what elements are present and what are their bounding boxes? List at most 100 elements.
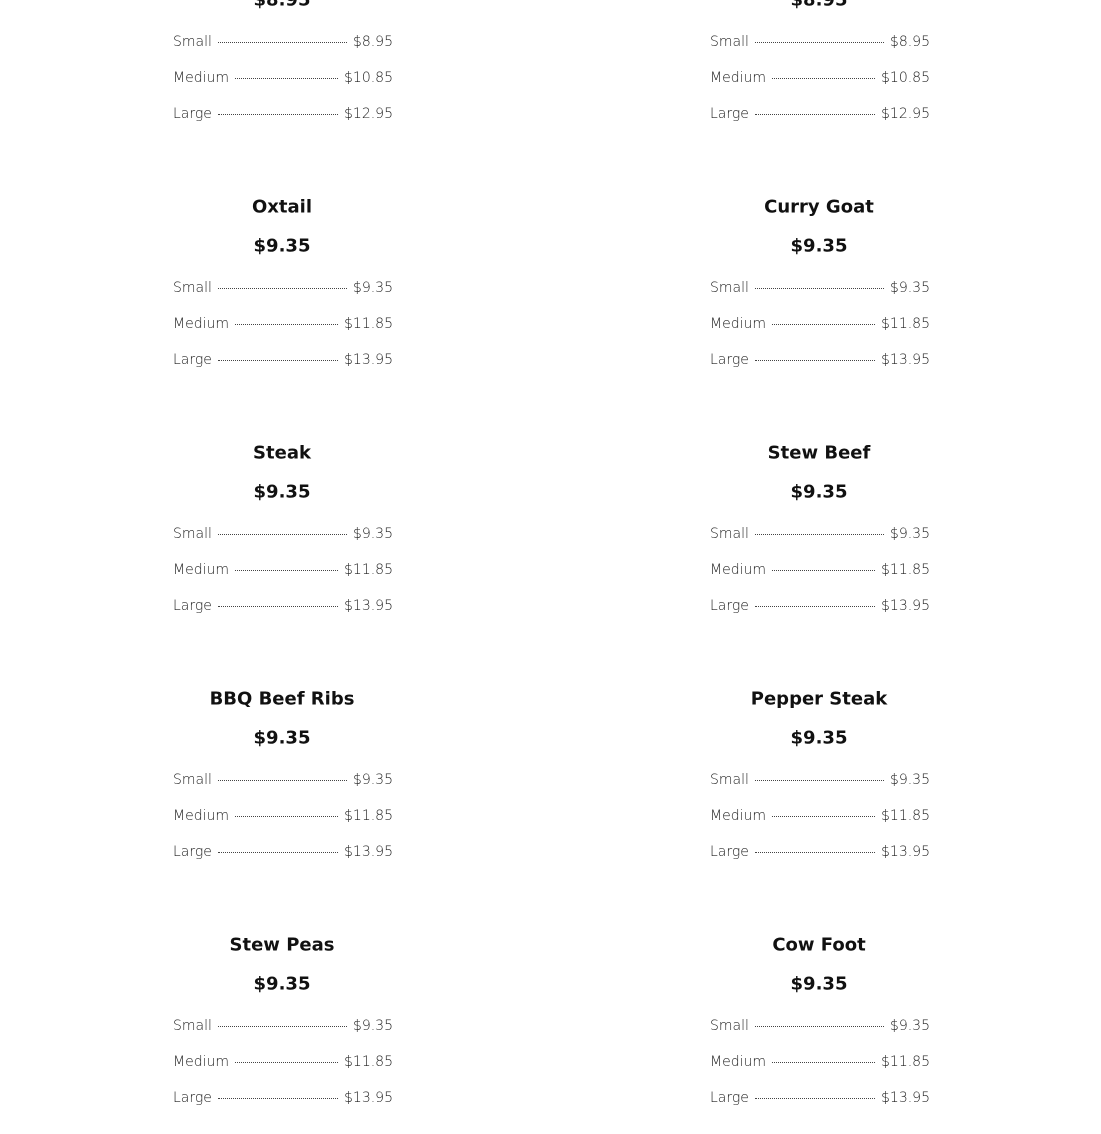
size-price: $9.35 — [352, 526, 393, 542]
size-row: Large $13.95 — [710, 598, 930, 614]
size-label: Medium — [710, 70, 766, 86]
dot-leader — [771, 816, 875, 817]
size-label: Large — [173, 844, 212, 860]
size-price: $12.95 — [881, 106, 930, 122]
size-price: $11.85 — [344, 1054, 393, 1070]
size-row: Small $9.35 — [710, 1018, 930, 1034]
size-price: $9.35 — [889, 1018, 930, 1034]
size-row: Small $9.35 — [173, 772, 393, 788]
item-price: $9.35 — [790, 235, 848, 257]
dot-leader — [234, 324, 338, 325]
size-row: Small $9.35 — [710, 526, 930, 542]
dot-leader — [217, 1026, 347, 1027]
size-label: Small — [710, 526, 749, 542]
size-price: $13.95 — [881, 1090, 930, 1106]
size-row: Medium $11.85 — [173, 562, 393, 578]
dot-leader — [234, 570, 338, 571]
size-label: Medium — [710, 562, 766, 578]
item-name: Oxtail — [251, 196, 312, 218]
size-row: Small $8.95 — [710, 34, 930, 50]
dot-leader — [771, 570, 875, 571]
size-label: Small — [710, 1018, 749, 1034]
size-price: $11.85 — [344, 808, 393, 824]
size-label: Small — [710, 280, 749, 296]
item-name: Pepper Steak — [750, 688, 888, 710]
dot-leader — [754, 780, 884, 781]
dot-leader — [771, 1062, 875, 1063]
size-label: Small — [173, 34, 212, 50]
item-price: $8.95 — [790, 0, 848, 11]
size-price: $11.85 — [344, 316, 393, 332]
item-name: Curry Goat — [764, 196, 874, 218]
item-name: Steak — [253, 442, 311, 464]
size-label: Medium — [710, 1054, 766, 1070]
size-price: $9.35 — [352, 280, 393, 296]
size-label: Small — [710, 772, 749, 788]
size-price: $13.95 — [344, 352, 393, 368]
size-price: $10.85 — [344, 70, 393, 86]
dot-leader — [217, 288, 347, 289]
size-row: Large $12.95 — [710, 106, 930, 122]
size-row: Large $13.95 — [173, 1090, 393, 1106]
size-label: Large — [173, 106, 212, 122]
size-price: $11.85 — [881, 316, 930, 332]
dot-leader — [217, 1098, 338, 1099]
dot-leader — [217, 534, 347, 535]
size-label: Small — [173, 772, 212, 788]
size-price: $13.95 — [881, 352, 930, 368]
size-row: Large $13.95 — [710, 1090, 930, 1106]
size-label: Large — [173, 1090, 212, 1106]
size-price: $9.35 — [352, 1018, 393, 1034]
item-name: Stew Peas — [229, 934, 335, 956]
size-row: Small $9.35 — [173, 1018, 393, 1034]
size-label: Small — [173, 1018, 212, 1034]
size-row: Medium $10.85 — [710, 70, 930, 86]
size-price: $12.95 — [344, 106, 393, 122]
dot-leader — [217, 360, 338, 361]
size-price: $8.95 — [889, 34, 930, 50]
size-label: Small — [710, 34, 749, 50]
size-price: $9.35 — [889, 772, 930, 788]
size-price: $11.85 — [881, 1054, 930, 1070]
size-label: Medium — [710, 316, 766, 332]
size-row: Small $9.35 — [173, 526, 393, 542]
size-price: $9.35 — [352, 772, 393, 788]
size-label: Small — [173, 526, 212, 542]
size-label: Large — [710, 1090, 749, 1106]
item-name: BBQ Beef Ribs — [209, 688, 355, 710]
size-label: Medium — [173, 808, 229, 824]
size-row: Small $9.35 — [173, 280, 393, 296]
size-label: Large — [173, 598, 212, 614]
size-price: $13.95 — [344, 844, 393, 860]
dot-leader — [234, 816, 338, 817]
size-row: Large $13.95 — [173, 352, 393, 368]
size-row: Medium $11.85 — [173, 1054, 393, 1070]
size-price: $13.95 — [344, 598, 393, 614]
size-price: $13.95 — [881, 598, 930, 614]
size-label: Large — [710, 106, 749, 122]
size-row: Large $13.95 — [173, 844, 393, 860]
item-price: $9.35 — [253, 235, 311, 257]
dot-leader — [754, 534, 884, 535]
dot-leader — [234, 78, 338, 79]
size-label: Medium — [173, 562, 229, 578]
size-label: Large — [173, 352, 212, 368]
size-label: Medium — [173, 1054, 229, 1070]
size-row: Small $8.95 — [173, 34, 393, 50]
size-label: Large — [710, 844, 749, 860]
item-price: $9.35 — [790, 727, 848, 749]
dot-leader — [771, 78, 875, 79]
item-price: $9.35 — [790, 481, 848, 503]
size-row: Medium $11.85 — [710, 808, 930, 824]
size-row: Medium $11.85 — [173, 808, 393, 824]
item-price: $9.35 — [790, 973, 848, 995]
dot-leader — [234, 1062, 338, 1063]
size-row: Large $13.95 — [710, 844, 930, 860]
size-row: Medium $11.85 — [710, 1054, 930, 1070]
size-row: Large $12.95 — [173, 106, 393, 122]
item-price: $9.35 — [253, 973, 311, 995]
dot-leader — [754, 1026, 884, 1027]
dot-leader — [754, 1098, 875, 1099]
item-price: $9.35 — [253, 727, 311, 749]
